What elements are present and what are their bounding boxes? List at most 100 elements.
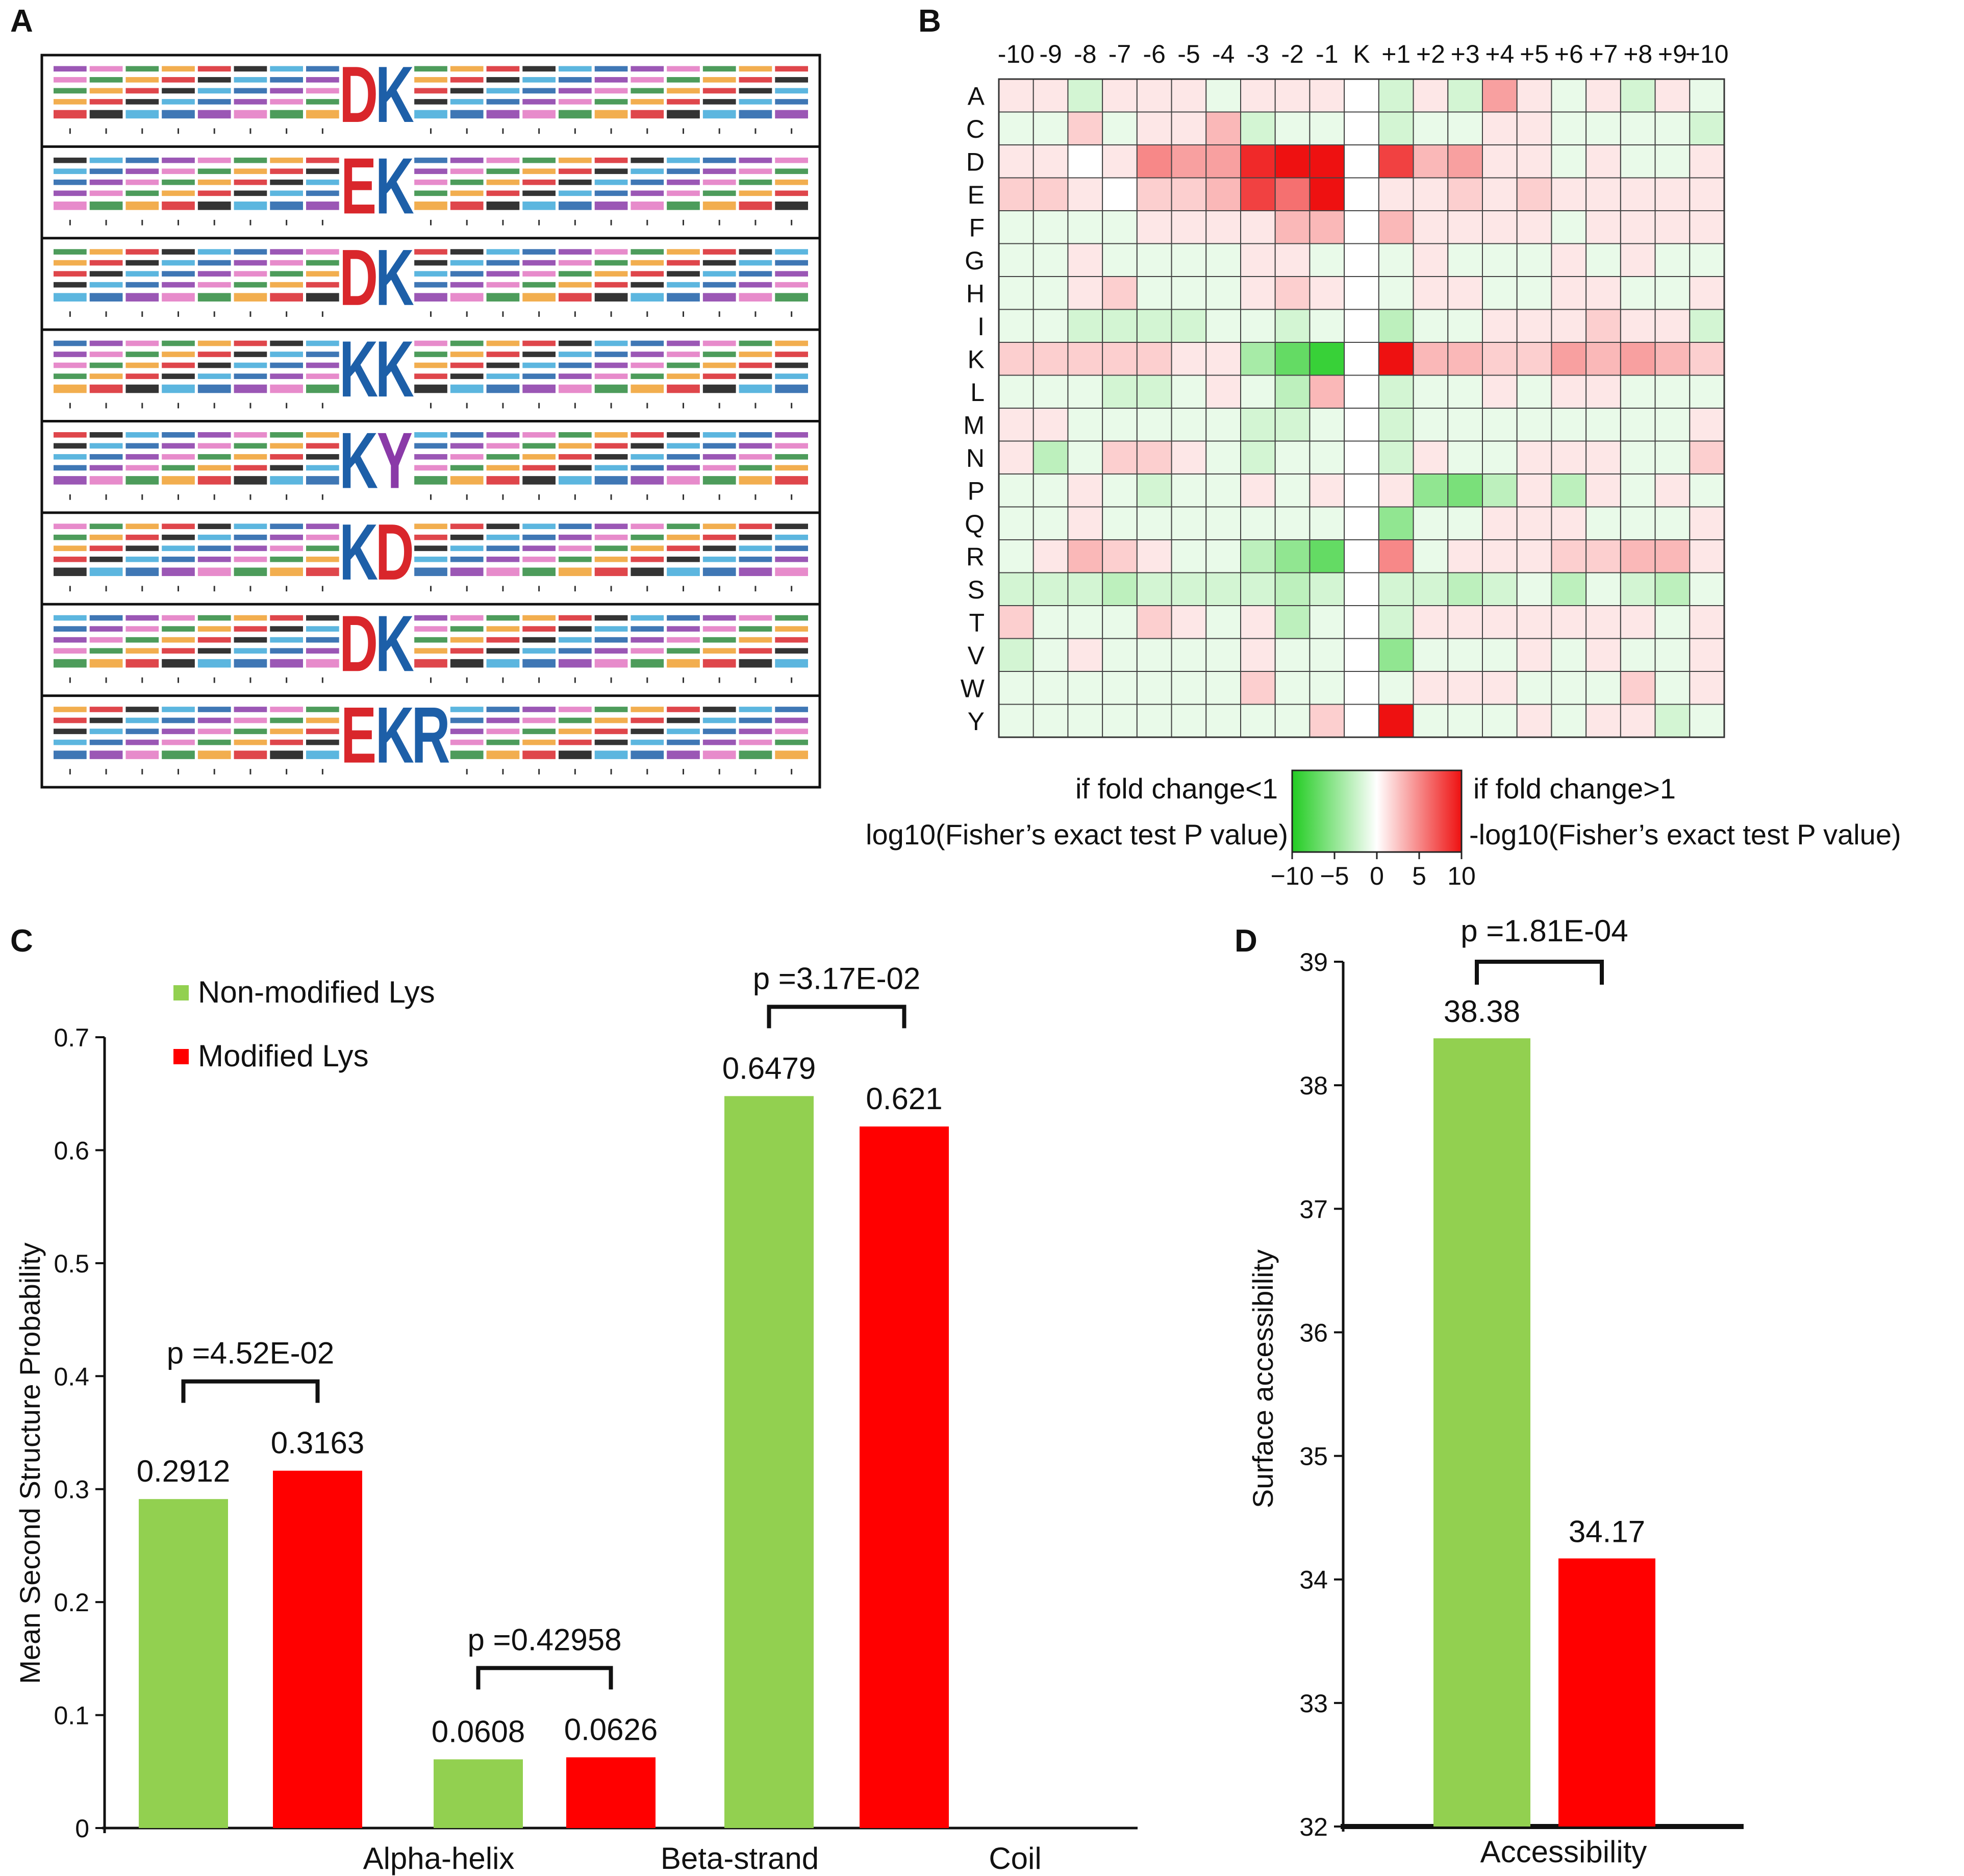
heatmap-cell xyxy=(1344,671,1379,705)
heatmap-cell xyxy=(1413,374,1449,409)
logo-residue-block xyxy=(594,293,628,302)
logo-residue-block xyxy=(522,717,556,723)
logo-residue-block xyxy=(197,179,231,185)
logo-residue-block xyxy=(450,739,484,745)
logo-residue-block xyxy=(306,190,339,196)
logo-residue-block xyxy=(450,190,484,196)
heatmap-cell xyxy=(1136,177,1172,211)
heatmap-cell xyxy=(1309,276,1345,310)
heatmap-cell xyxy=(1205,276,1241,310)
heatmap-cell xyxy=(1033,276,1069,310)
logo-residue-block xyxy=(594,168,628,174)
logo-residue-block xyxy=(414,179,447,185)
heatmap-cell xyxy=(1344,408,1379,442)
logo-residue-block xyxy=(125,626,159,632)
logo-residue-block xyxy=(594,615,628,621)
heatmap-cell xyxy=(1136,342,1172,376)
heatmap-cell xyxy=(1344,506,1379,540)
heatmap-cell xyxy=(1205,210,1241,244)
heatmap-cell xyxy=(1516,638,1552,672)
heatmap-cell xyxy=(1102,408,1138,442)
logo-residue-block xyxy=(89,202,123,210)
heatmap-cell xyxy=(1102,144,1138,179)
logo-residue-block xyxy=(486,523,520,530)
heatmap-cell xyxy=(1447,243,1483,277)
heatmap-cell xyxy=(998,408,1034,442)
logo-residue-block xyxy=(702,293,736,302)
logo-residue-block xyxy=(270,432,303,438)
heatmap-cell xyxy=(1033,309,1069,343)
heatmap-cell xyxy=(998,539,1034,573)
heatmap-cell xyxy=(1102,276,1138,310)
logo-residue-block xyxy=(667,567,700,577)
heatmap-column-label: -2 xyxy=(1281,40,1303,68)
logo-residue-block xyxy=(234,99,267,105)
logo-residue-block xyxy=(486,659,520,668)
logo-residue-block xyxy=(739,66,772,72)
heatmap-cell xyxy=(1067,506,1103,540)
logo-residue-block xyxy=(197,523,231,530)
logo-residue-block xyxy=(125,373,159,379)
legend-colorbar xyxy=(1291,769,1463,853)
logo-residue-block xyxy=(414,77,447,83)
heatmap-row-label: T xyxy=(969,608,985,637)
heatmap-cell xyxy=(998,276,1034,310)
heatmap-cell xyxy=(1551,440,1587,474)
logo-residue-block xyxy=(667,179,700,185)
heatmap-cell xyxy=(1482,473,1518,508)
logo-residue-block xyxy=(522,567,556,577)
logo-residue-block xyxy=(270,260,303,266)
heatmap-cell xyxy=(1102,243,1138,277)
logo-residue-block xyxy=(54,648,87,654)
logo-residue-block xyxy=(306,88,339,94)
heatmap-cell xyxy=(1551,243,1587,277)
logo-residue-block xyxy=(594,373,628,379)
logo-residue-block xyxy=(54,340,87,346)
panel-label-d: D xyxy=(1235,923,1257,959)
heatmap-cell xyxy=(1516,243,1552,277)
logo-main-letter: K xyxy=(375,324,414,414)
heatmap-cell xyxy=(1240,572,1276,606)
logo-residue-block xyxy=(775,545,808,552)
logo-residue-block xyxy=(414,615,447,621)
logo-residue-block xyxy=(450,340,484,346)
logo-residue-block xyxy=(667,66,700,72)
heatmap-cell xyxy=(1309,374,1345,409)
logo-residue-block xyxy=(414,202,447,210)
logo-residue-block xyxy=(486,556,520,562)
logo-residue-block xyxy=(125,615,159,621)
logo-residue-block xyxy=(197,717,231,723)
logo-residue-block xyxy=(522,88,556,94)
logo-residue-block xyxy=(775,751,808,759)
heatmap-cell xyxy=(1689,605,1725,639)
heatmap-column-label: -8 xyxy=(1074,40,1096,68)
logo-main-letter: D xyxy=(339,599,378,689)
heatmap-cell xyxy=(1309,79,1345,113)
logo-residue-block xyxy=(631,567,664,577)
heatmap-row-label: C xyxy=(966,115,985,143)
logo-residue-block xyxy=(306,454,339,460)
heatmap-cell xyxy=(1240,473,1276,508)
logo-residue-block xyxy=(594,271,628,277)
secondary-structure-chart: 0 0.1 0.2 0.3 0.4 0.5 0.6 0.7 Mean Second Struct… xyxy=(14,961,1138,1875)
logo-residue-block xyxy=(162,352,195,357)
panel-label-a: A xyxy=(10,4,33,39)
logo-residue-block xyxy=(450,202,484,210)
legend-label: Non-modified Lys xyxy=(198,975,435,1009)
logo-residue-block xyxy=(486,249,520,255)
logo-residue-block xyxy=(739,110,772,119)
logo-residue-block xyxy=(702,271,736,277)
logo-residue-block xyxy=(631,465,664,471)
logo-residue-block xyxy=(414,454,447,460)
heatmap-cell xyxy=(1585,342,1621,376)
logo-residue-block xyxy=(162,77,195,83)
logo-residue-block xyxy=(450,454,484,460)
logo-residue-block xyxy=(89,352,123,357)
heatmap-cell xyxy=(1689,177,1725,211)
heatmap-cell xyxy=(1102,440,1138,474)
heatmap-cell xyxy=(1171,605,1207,639)
logo-residue-block xyxy=(594,443,628,449)
heatmap-cell xyxy=(1205,506,1241,540)
logo-residue-block xyxy=(631,476,664,485)
heatmap-cell xyxy=(1033,210,1069,244)
